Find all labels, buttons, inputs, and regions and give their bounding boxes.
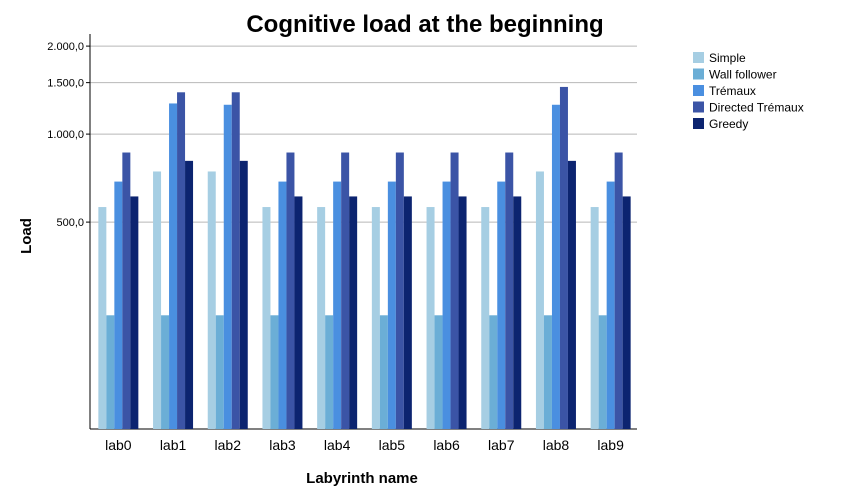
chart-title: Cognitive load at the beginning [246,11,603,38]
bar-lab8-4 [567,160,576,430]
bar-lab6-3 [450,152,459,429]
bar-lab3-2 [278,181,287,429]
bar-lab2-1 [215,315,224,429]
bar-lab7-3 [505,152,514,429]
legend-swatch [693,52,704,63]
y-tick-label: 2.000,0 [47,41,84,53]
x-tick-label: lab3 [269,437,296,453]
bar-lab2-3 [231,92,240,429]
bar-lab1-1 [161,315,170,429]
bar-lab4-0 [317,207,326,429]
bar-lab6-0 [426,207,435,429]
x-tick-label: lab0 [105,437,132,453]
bar-lab3-4 [294,196,303,429]
bar-lab4-4 [349,196,358,429]
bar-lab0-2 [114,181,123,429]
bar-lab5-1 [379,315,388,429]
bar-lab2-2 [223,104,232,429]
bar-lab2-0 [207,171,216,429]
x-tick-label: lab1 [160,437,187,453]
x-tick-label: lab6 [433,437,460,453]
bar-lab7-0 [481,207,490,429]
bar-lab5-2 [387,181,396,429]
bar-lab8-0 [535,171,544,429]
bar-lab3-0 [262,207,271,429]
legend: Simple Wall follower Trémaux Directed Tréma… [693,51,804,131]
bar-lab5-4 [403,196,412,429]
legend-swatch [693,85,704,96]
bar-lab7-4 [513,196,522,429]
y-tick-label: 1.500,0 [47,78,84,90]
x-tick-label: lab2 [215,437,242,453]
x-axis-ticks: lab0 lab1 lab2 lab3 lab4 lab5 lab6 lab7 lab8 lab9 [105,437,624,453]
bar-lab9-4 [622,196,631,429]
bar-lab8-1 [543,315,552,429]
legend-label: Simple [709,51,746,65]
bar-lab0-0 [98,207,107,429]
bar-lab7-1 [489,315,498,429]
x-axis-title: Labyrinth name [306,470,418,487]
bar-lab1-2 [169,103,178,430]
x-tick-label: lab5 [379,437,406,453]
bar-lab4-1 [325,315,334,429]
bar-lab0-1 [106,315,115,429]
bar-lab5-0 [371,207,380,429]
y-axis-ticks: 500,0 1.000,0 1.500,0 2.000,0 [47,41,90,229]
bar-lab1-3 [177,92,186,429]
bar-lab9-3 [614,152,623,429]
bar-lab4-2 [333,181,342,429]
bar-lab0-4 [130,196,139,429]
legend-swatch [693,101,704,113]
bar-lab1-0 [153,171,162,429]
bar-lab1-4 [185,160,194,430]
bar-lab7-2 [497,181,506,429]
bar-lab0-3 [122,152,131,429]
bar-lab6-4 [458,196,467,429]
bar-lab9-2 [606,181,615,429]
bar-lab9-1 [598,315,607,429]
bar-lab8-3 [559,86,568,429]
legend-swatch [693,118,704,129]
y-axis-title: Load [18,218,35,254]
bar-lab5-3 [395,152,404,429]
legend-label: Directed Trémaux [709,101,804,115]
bar-lab6-1 [434,315,443,429]
bar-lab4-3 [341,152,350,429]
bar-lab3-1 [270,315,279,429]
y-tick-label: 1.000,0 [47,129,84,141]
bars [98,86,631,430]
legend-swatch [693,68,704,80]
legend-label: Wall follower [709,68,777,82]
x-tick-label: lab9 [597,437,624,453]
bar-lab2-4 [239,160,248,430]
legend-label: Trémaux [709,84,756,98]
x-tick-label: lab4 [324,437,351,453]
bar-lab8-2 [551,104,560,429]
x-tick-label: lab8 [543,437,570,453]
bar-lab3-3 [286,152,295,429]
bar-lab9-0 [590,207,599,429]
legend-label: Greedy [709,117,748,131]
x-tick-label: lab7 [488,437,515,453]
bar-lab6-2 [442,181,451,429]
y-tick-label: 500,0 [56,217,84,229]
